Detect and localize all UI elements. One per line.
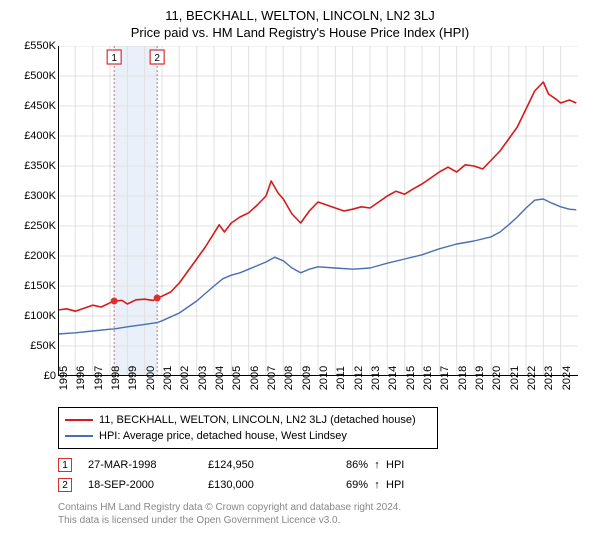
y-tick-label: £200K <box>24 250 56 262</box>
x-tick-label: 2012 <box>353 366 365 390</box>
sale-arrow-icon: ↑ <box>368 459 386 471</box>
x-tick-label: 2007 <box>266 366 278 390</box>
sale-date: 18-SEP-2000 <box>88 479 208 491</box>
y-tick-label: £150K <box>24 280 56 292</box>
y-tick-label: £300K <box>24 190 56 202</box>
chart-titles: 11, BECKHALL, WELTON, LINCOLN, LN2 3LJ P… <box>10 8 590 40</box>
x-tick-label: 2003 <box>197 366 209 390</box>
sale-price: £130,000 <box>208 479 308 491</box>
x-tick-label: 2002 <box>179 366 191 390</box>
attribution-line2: This data is licensed under the Open Gov… <box>58 514 590 527</box>
x-axis: 1995199619971998199920002001200220032004… <box>58 376 578 401</box>
sale-marker-box: 2 <box>58 478 72 492</box>
y-tick-label: £550K <box>24 40 56 52</box>
x-tick-label: 2004 <box>214 366 226 390</box>
legend-label: 11, BECKHALL, WELTON, LINCOLN, LN2 3LJ (… <box>99 412 416 428</box>
sale-row: 2 18-SEP-2000£130,00069%↑HPI <box>58 475 590 495</box>
attribution: Contains HM Land Registry data © Crown c… <box>58 501 590 527</box>
y-tick-label: £100K <box>24 310 56 322</box>
y-tick-label: £400K <box>24 130 56 142</box>
svg-text:2: 2 <box>154 53 160 64</box>
x-tick-label: 2013 <box>370 366 382 390</box>
chart-container: 11, BECKHALL, WELTON, LINCOLN, LN2 3LJ P… <box>0 0 600 533</box>
x-tick-label: 2001 <box>162 366 174 390</box>
x-tick-label: 2011 <box>335 366 347 390</box>
sale-pct: 86% <box>308 459 368 471</box>
y-tick-label: £350K <box>24 160 56 172</box>
y-tick-label: £250K <box>24 220 56 232</box>
sale-arrow-icon: ↑ <box>368 479 386 491</box>
x-tick-label: 2017 <box>439 366 451 390</box>
x-tick-label: 1997 <box>93 366 105 390</box>
sale-price: £124,950 <box>208 459 308 471</box>
x-tick-label: 2022 <box>526 366 538 390</box>
x-tick-label: 2016 <box>422 366 434 390</box>
sale-ref: HPI <box>386 479 404 491</box>
x-tick-label: 1998 <box>110 366 122 390</box>
legend-label: HPI: Average price, detached house, West… <box>99 428 347 444</box>
x-tick-label: 2008 <box>283 366 295 390</box>
plot-area: £0 £50K £100K £150K £200K £250K £300K £350K £400… <box>10 46 590 401</box>
attribution-line1: Contains HM Land Registry data © Crown c… <box>58 501 590 514</box>
legend-swatch <box>65 435 93 437</box>
y-axis: £0£50K£100K£150K£200K£250K£300K£350K£400… <box>10 46 58 376</box>
x-tick-label: 2018 <box>457 366 469 390</box>
sale-date: 27-MAR-1998 <box>88 459 208 471</box>
x-tick-label: 2021 <box>509 366 521 390</box>
legend: 11, BECKHALL, WELTON, LINCOLN, LN2 3LJ (… <box>58 407 438 449</box>
x-tick-label: 2023 <box>543 366 555 390</box>
y-tick-label: £450K <box>24 100 56 112</box>
x-tick-label: 2024 <box>561 366 573 390</box>
x-tick-label: 2000 <box>145 366 157 390</box>
x-tick-label: 2014 <box>387 366 399 390</box>
legend-swatch <box>65 419 93 421</box>
chart-title-subtitle: Price paid vs. HM Land Registry's House … <box>10 25 590 40</box>
sale-ref: HPI <box>386 459 404 471</box>
x-tick-label: 1999 <box>127 366 139 390</box>
sale-row: 1 27-MAR-1998£124,95086%↑HPI <box>58 455 590 475</box>
x-tick-label: 2015 <box>405 366 417 390</box>
x-tick-label: 2019 <box>474 366 486 390</box>
x-tick-label: 2010 <box>318 366 330 390</box>
x-tick-label: 2009 <box>301 366 313 390</box>
sale-rows: 1 27-MAR-1998£124,95086%↑HPI 2 18-SEP-2000£… <box>58 455 590 495</box>
chart-title-address: 11, BECKHALL, WELTON, LINCOLN, LN2 3LJ <box>10 8 590 23</box>
x-tick-label: 1996 <box>75 366 87 390</box>
plot-svg: 12 <box>58 46 578 376</box>
sale-marker-box: 1 <box>58 458 72 472</box>
y-tick-label: £50K <box>30 340 56 352</box>
x-tick-label: 2005 <box>231 366 243 390</box>
x-tick-label: 1995 <box>58 366 70 390</box>
svg-text:1: 1 <box>111 53 117 64</box>
y-tick-label: £500K <box>24 70 56 82</box>
x-tick-label: 2006 <box>249 366 261 390</box>
legend-row: 11, BECKHALL, WELTON, LINCOLN, LN2 3LJ (… <box>65 412 431 428</box>
y-tick-label: £0 <box>44 370 56 382</box>
legend-row: HPI: Average price, detached house, West… <box>65 428 431 444</box>
x-tick-label: 2020 <box>491 366 503 390</box>
sale-pct: 69% <box>308 479 368 491</box>
